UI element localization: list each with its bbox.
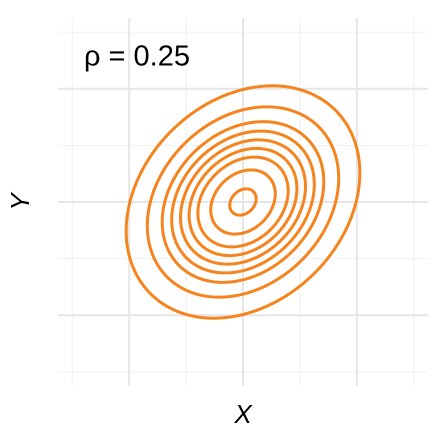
- contour-line: [170, 129, 316, 275]
- contour-line: [124, 84, 362, 320]
- contour-line: [145, 105, 341, 299]
- y-axis-label: Y: [5, 192, 35, 211]
- contour-line: [187, 146, 299, 258]
- contour-line: [160, 120, 326, 284]
- annotation: ρ = 0.25: [84, 41, 190, 73]
- contour-line: [196, 155, 290, 249]
- contours: [124, 84, 362, 320]
- contour-line: [209, 168, 277, 236]
- contour-line: [228, 187, 258, 217]
- contour-line: [179, 138, 307, 266]
- x-axis-label: X: [233, 399, 253, 429]
